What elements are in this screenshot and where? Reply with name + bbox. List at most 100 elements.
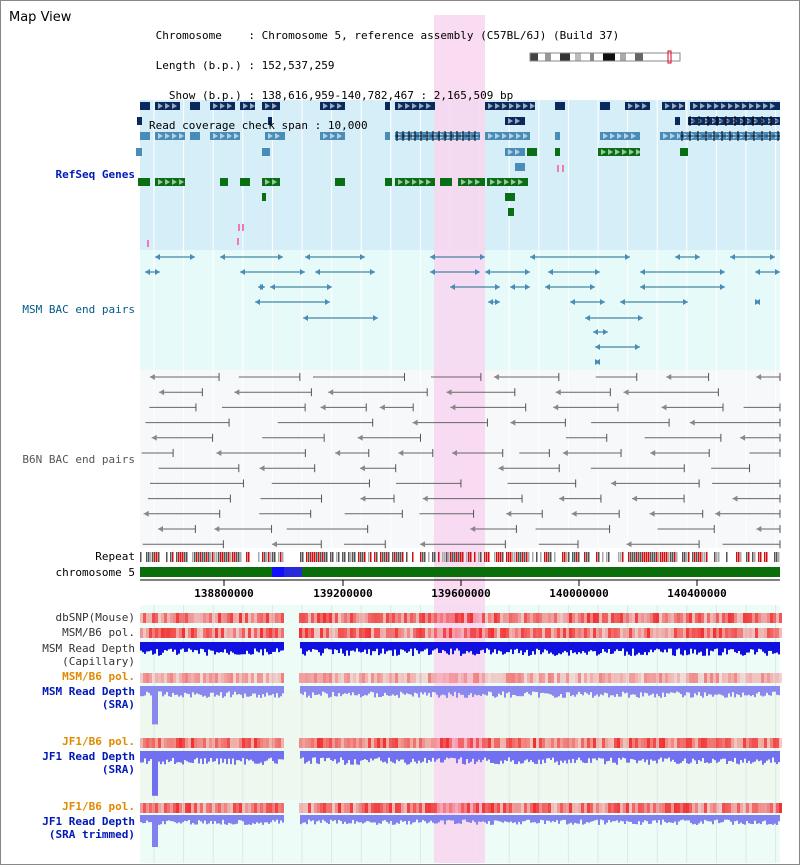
dbsnp-strip — [227, 613, 230, 623]
msm-b6-pol-strip — [197, 673, 200, 683]
msm-depth-sra-bar — [202, 686, 204, 697]
msm-b6-pol-strip — [689, 673, 692, 683]
repeat-mark — [258, 552, 260, 562]
msm-depth-cap-bar — [154, 642, 156, 654]
msm-b6-pol-strip — [665, 628, 668, 638]
jf1-depth-sra-bar — [396, 751, 398, 760]
jf1-depth-trim-bar — [358, 815, 360, 823]
jf1-b6-pol-strip — [560, 738, 563, 748]
jf1-depth-trim-bar — [636, 815, 638, 825]
repeat-mark — [362, 552, 364, 562]
msm-b6-pol-strip — [440, 628, 443, 638]
repeat-mark — [318, 552, 320, 562]
gene-strand-arrow — [419, 103, 424, 109]
repeat-mark — [650, 552, 652, 562]
repeat-mark — [674, 552, 676, 562]
jf1-depth-trim-bar — [332, 815, 334, 822]
dbsnp-strip — [206, 613, 209, 623]
jf1-depth-sra-bar — [644, 751, 646, 763]
msm-depth-cap-bar — [402, 642, 404, 650]
gene-strand-arrow — [405, 103, 410, 109]
gene-strand-arrow — [516, 103, 521, 109]
jf1-depth-trim-bar — [182, 815, 184, 823]
msm-b6-pol-strip — [401, 673, 404, 683]
dbsnp-strip — [470, 613, 473, 623]
repeat-mark — [368, 552, 370, 562]
repeat-mark — [726, 552, 728, 562]
jf1-b6-pol-strip — [464, 803, 467, 813]
dbsnp-strip — [713, 613, 716, 623]
jf1-b6-pol-strip — [248, 803, 251, 813]
repeat-mark — [268, 552, 270, 562]
msm-depth-cap-bar — [438, 642, 440, 653]
msm-b6-pol-strip — [299, 673, 302, 683]
msm-b6-pol-strip — [269, 673, 272, 683]
track-label-b6n-bac[interactable]: B6N BAC end pairs — [22, 453, 135, 466]
jf1-depth-trim-bar — [158, 815, 160, 825]
jf1-depth-trim-bar — [354, 815, 356, 824]
jf1-depth-trim-bar — [476, 815, 478, 825]
dbsnp-strip — [539, 613, 542, 623]
repeat-mark — [264, 552, 266, 562]
repeat-mark — [596, 552, 598, 562]
msm-b6-pol-strip — [758, 628, 761, 638]
jf1-b6-pol-strip — [521, 738, 524, 748]
repeat-mark — [432, 552, 434, 562]
jf1-b6-pol-strip — [575, 738, 578, 748]
msm-depth-cap-bar — [278, 642, 280, 653]
msm-depth-sra-bar — [570, 686, 572, 697]
msm-depth-cap-bar — [140, 642, 142, 651]
msm-depth-cap-bar — [162, 642, 164, 653]
msm-b6-pol-strip — [719, 673, 722, 683]
jf1-b6-pol-strip — [419, 738, 422, 748]
jf1-depth-trim-bar — [210, 815, 212, 821]
msm-b6-pol-strip — [227, 673, 230, 683]
msm-depth-cap-bar — [610, 642, 612, 655]
jf1-depth-trim-bar — [398, 815, 400, 824]
msm-b6-pol-strip — [749, 673, 752, 683]
jf1-b6-pol-strip — [221, 738, 224, 748]
msm-b6-pol-strip — [341, 673, 344, 683]
jf1-b6-pol-strip — [752, 803, 755, 813]
msm-b6-pol-strip — [554, 628, 557, 638]
track-label-refseq[interactable]: RefSeq Genes — [55, 168, 135, 181]
msm-depth-sra-bar — [220, 686, 222, 693]
msm-depth-sra-bar — [646, 686, 648, 694]
msm-b6-pol-strip — [323, 673, 326, 683]
msm-depth-cap-bar — [630, 642, 632, 656]
jf1-b6-pol-strip — [236, 803, 239, 813]
msm-depth-sra-bar — [352, 686, 354, 693]
gene-strand-arrow — [419, 179, 424, 185]
msm-depth-sra-bar — [538, 686, 540, 698]
msm-depth-cap-bar — [226, 642, 228, 653]
dbsnp-strip — [548, 613, 551, 623]
msm-depth-cap-bar — [280, 642, 282, 651]
jf1-depth-sra-bar — [170, 751, 172, 761]
refseq-gene — [335, 178, 345, 186]
repeat-mark — [668, 552, 670, 562]
jf1-b6-pol-strip — [455, 738, 458, 748]
jf1-depth-sra-bar — [622, 751, 624, 758]
msm-depth-sra-bar — [342, 686, 344, 695]
msm-depth-sra-bar — [164, 686, 166, 695]
jf1-depth-trim-bar — [352, 815, 354, 820]
jf1-b6-pol-strip — [428, 738, 431, 748]
dbsnp-strip — [458, 613, 461, 623]
msm-depth-sra-bar — [274, 686, 276, 698]
jf1-depth-sra-bar — [778, 751, 780, 763]
dbsnp-strip — [605, 613, 608, 623]
msm-b6-pol-strip — [317, 673, 320, 683]
msm-depth-sra-bar — [626, 686, 628, 693]
track-label-msm-bac[interactable]: MSM BAC end pairs — [22, 303, 135, 316]
jf1-b6-pol-strip — [149, 738, 152, 748]
refseq-marker — [242, 224, 244, 231]
msm-depth-sra-bar — [718, 686, 720, 695]
track-label-chromosome: chromosome 5 — [55, 566, 135, 579]
msm-b6-pol-strip — [152, 628, 155, 638]
dbsnp-strip — [266, 613, 269, 623]
jf1-depth-sra-bar — [546, 751, 548, 759]
msm-b6-pol-strip — [584, 673, 587, 683]
msm-b6-pol-strip — [278, 673, 281, 683]
jf1-depth-sra-bar — [736, 751, 738, 764]
